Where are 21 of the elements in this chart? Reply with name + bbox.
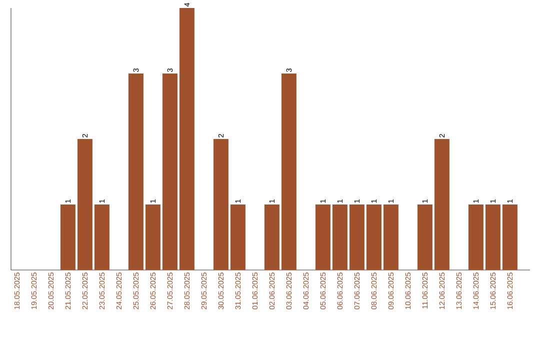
bar — [383, 204, 398, 270]
bar — [213, 138, 228, 270]
bar — [485, 204, 500, 270]
bar — [162, 73, 178, 270]
bar — [332, 204, 348, 270]
bar — [264, 204, 280, 270]
bar — [145, 204, 160, 270]
bar — [468, 204, 484, 270]
bar — [179, 8, 194, 270]
bar — [128, 73, 144, 270]
bar — [434, 138, 450, 270]
bar — [230, 204, 246, 270]
bar — [502, 204, 518, 270]
bar — [315, 204, 330, 270]
bar — [417, 204, 432, 270]
bar — [281, 73, 296, 270]
bar — [366, 204, 382, 270]
bar — [77, 138, 92, 270]
bar — [60, 204, 76, 270]
bar — [94, 204, 110, 270]
bar — [349, 204, 364, 270]
